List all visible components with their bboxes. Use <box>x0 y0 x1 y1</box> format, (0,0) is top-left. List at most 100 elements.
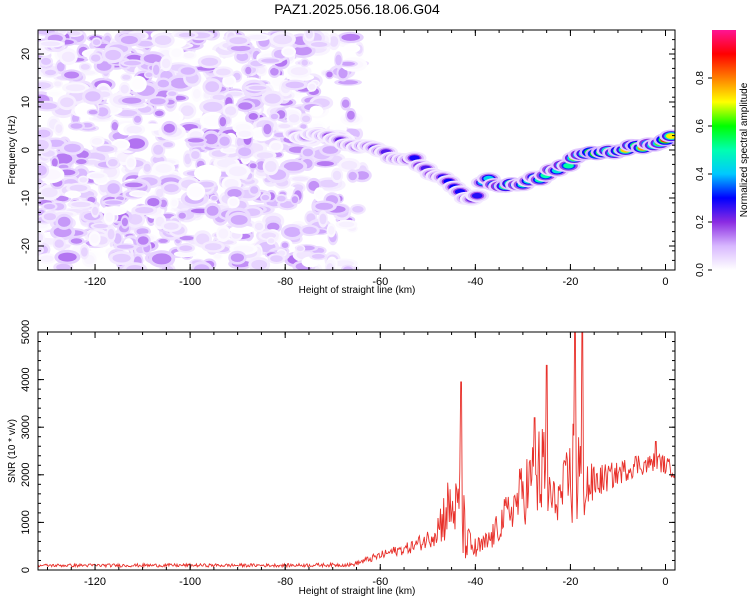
noise-blob <box>305 30 314 39</box>
snr-x-ticks: -120 -100 -80 -60 -40 -20 0 <box>47 332 669 588</box>
noise-blob <box>41 187 58 198</box>
noise-blob <box>158 238 168 243</box>
noise-blob <box>168 91 177 96</box>
noise-blob <box>347 110 355 120</box>
snr-y-tick-label: 1000 <box>20 510 32 534</box>
colorbar: 0.0 0.2 0.4 0.6 0.8 Normalized spectral ampl… <box>695 30 750 277</box>
noise-blob <box>126 158 135 168</box>
noise-blob <box>38 102 57 110</box>
noise-blob <box>263 123 272 135</box>
noise-blob <box>153 64 160 76</box>
noise-blob <box>302 148 314 157</box>
noise-blob <box>227 189 242 198</box>
noise-blob <box>153 144 164 155</box>
noise-blob <box>204 133 218 145</box>
noise-blob <box>340 61 356 66</box>
ridge-blob <box>563 162 574 169</box>
noise-blob <box>301 59 308 66</box>
noise-blob <box>194 264 210 270</box>
noise-blob <box>276 195 286 202</box>
noise-blob <box>54 239 64 248</box>
noise-blob <box>193 88 201 99</box>
noise-blob <box>300 124 307 129</box>
noise-blob <box>222 147 236 153</box>
snr-y-tick-label: 4000 <box>20 367 32 391</box>
noise-blob <box>285 81 305 89</box>
figure-title: PAZ1.2025.056.18.06.G04 <box>274 1 440 17</box>
noise-blob <box>326 263 334 270</box>
noise-blob <box>131 191 146 196</box>
noise-blob <box>238 130 252 137</box>
noise-blob <box>71 201 91 208</box>
noise-blob <box>348 171 358 181</box>
noise-blob <box>281 242 289 248</box>
noise-blob <box>53 226 72 238</box>
noise-blob <box>145 72 153 78</box>
noise-blob <box>38 233 44 243</box>
noise-blob <box>123 60 141 66</box>
noise-blob <box>212 94 226 101</box>
noise-blob <box>105 49 121 61</box>
noise-blob <box>93 224 108 229</box>
snr-y-tick-label: 0 <box>20 567 32 573</box>
noise-blob <box>126 265 144 270</box>
colorbar-label: Normalized spectral amplitude <box>739 82 750 217</box>
snr-x-tick-label: -20 <box>562 576 578 588</box>
colorbar-gradient <box>712 30 736 270</box>
spectrogram-y-tick-label: -10 <box>20 190 32 206</box>
noise-blob <box>270 265 280 270</box>
noise-blob <box>56 62 65 72</box>
noise-blob <box>43 213 57 221</box>
noise-blob <box>203 115 223 127</box>
snr-y-tick-label: 2000 <box>20 463 32 487</box>
noise-blob <box>256 152 274 159</box>
noise-blob <box>248 113 258 120</box>
noise-blob <box>38 82 51 89</box>
noise-blob <box>343 266 353 270</box>
noise-blob <box>96 107 109 117</box>
noise-blob <box>154 110 164 117</box>
noise-blob <box>107 159 118 167</box>
noise-blob <box>107 228 115 240</box>
noise-blob <box>315 190 324 199</box>
noise-blob <box>122 74 131 80</box>
noise-blob <box>251 259 268 270</box>
spectrogram-y-ticks: -20 -10 0 10 20 <box>20 29 675 271</box>
noise-blob <box>96 145 115 152</box>
noise-blob <box>143 54 162 64</box>
noise-blob <box>270 67 279 76</box>
noise-blob <box>249 163 257 169</box>
noise-blob <box>290 67 308 76</box>
noise-blob <box>345 45 358 52</box>
noise-blob <box>273 34 293 45</box>
spectrogram-x-tick-label: -60 <box>372 276 388 288</box>
noise-blob <box>328 225 335 235</box>
noise-blob <box>161 58 171 69</box>
noise-blob <box>81 247 88 257</box>
ridge-blob <box>665 133 675 139</box>
noise-blob <box>163 222 179 230</box>
noise-blob <box>224 178 239 189</box>
spectrogram-x-tick-label: 0 <box>662 276 668 288</box>
noise-blob <box>105 212 114 222</box>
noise-blob <box>341 99 350 108</box>
snr-y-tick-label: 3000 <box>20 415 32 439</box>
spectrogram-x-tick-label: -40 <box>467 276 483 288</box>
spectrogram-y-tick-label: 10 <box>20 96 32 108</box>
noise-blob <box>117 110 138 117</box>
noise-blob <box>120 84 129 94</box>
noise-blob <box>155 163 172 173</box>
noise-blob <box>111 122 119 131</box>
colorbar-tick-label: 0.0 <box>695 263 706 277</box>
noise-blob <box>288 114 300 123</box>
spectrogram-heatmap <box>38 30 675 270</box>
noise-blob <box>134 115 142 123</box>
noise-blob <box>171 199 178 207</box>
noise-blob <box>332 170 342 181</box>
noise-blob <box>116 244 134 249</box>
noise-blob <box>250 186 259 194</box>
colorbar-tick-label: 0.6 <box>695 119 706 133</box>
noise-blob <box>310 42 328 47</box>
